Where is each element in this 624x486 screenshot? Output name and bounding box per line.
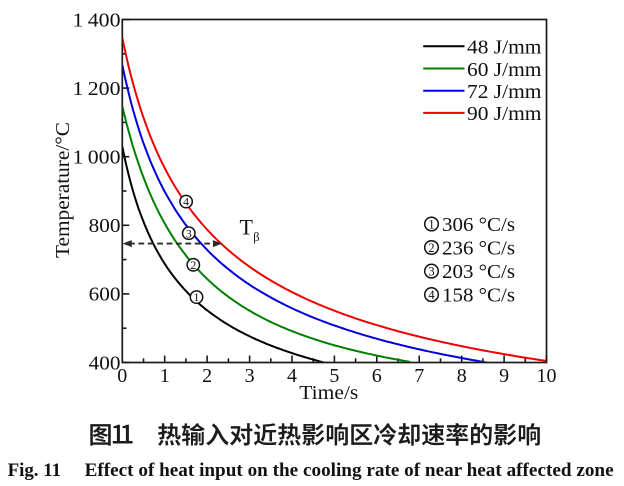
svg-text:203 °C/s: 203 °C/s	[442, 261, 515, 283]
svg-text:β: β	[253, 230, 259, 244]
svg-text:3: 3	[245, 365, 255, 387]
svg-text:1: 1	[160, 365, 170, 387]
svg-text:2: 2	[190, 258, 196, 272]
svg-text:158 °C/s: 158 °C/s	[442, 285, 515, 307]
svg-text:0: 0	[117, 365, 127, 387]
svg-text:9: 9	[499, 365, 509, 387]
svg-text:600: 600	[89, 284, 121, 306]
svg-text:4: 4	[287, 365, 297, 387]
svg-text:4: 4	[183, 195, 189, 209]
svg-text:306 °C/s: 306 °C/s	[442, 214, 515, 236]
svg-text:72 J/mm: 72 J/mm	[467, 81, 542, 103]
svg-text:7: 7	[414, 365, 424, 387]
svg-text:1 400: 1 400	[73, 9, 121, 31]
svg-text:10: 10	[537, 365, 557, 387]
svg-text:3: 3	[186, 226, 192, 240]
svg-text:60 J/mm: 60 J/mm	[467, 59, 542, 81]
svg-text:Time/s: Time/s	[299, 382, 358, 404]
svg-text:8: 8	[457, 365, 467, 387]
svg-text:3: 3	[428, 264, 434, 278]
svg-text:Temperature/°C: Temperature/°C	[52, 122, 74, 258]
svg-text:236 °C/s: 236 °C/s	[442, 238, 515, 260]
svg-text:2: 2	[428, 241, 434, 255]
svg-text:6: 6	[372, 365, 382, 387]
svg-text:1 000: 1 000	[73, 147, 121, 169]
svg-text:2: 2	[202, 365, 212, 387]
svg-text:1: 1	[428, 217, 434, 231]
svg-text:90 J/mm: 90 J/mm	[467, 103, 542, 125]
svg-text:Fig. 11: Fig. 11	[8, 460, 62, 481]
svg-text:5: 5	[329, 365, 339, 387]
svg-text:400: 400	[89, 352, 121, 374]
svg-text:1 200: 1 200	[73, 78, 121, 100]
svg-text:1: 1	[194, 290, 200, 304]
svg-text:Effect of heat input on the co: Effect of heat input on the cooling rate…	[85, 460, 614, 481]
svg-text:800: 800	[89, 215, 121, 237]
svg-text:4: 4	[428, 288, 435, 302]
svg-text:T: T	[240, 215, 254, 240]
svg-text:48 J/mm: 48 J/mm	[467, 37, 542, 59]
